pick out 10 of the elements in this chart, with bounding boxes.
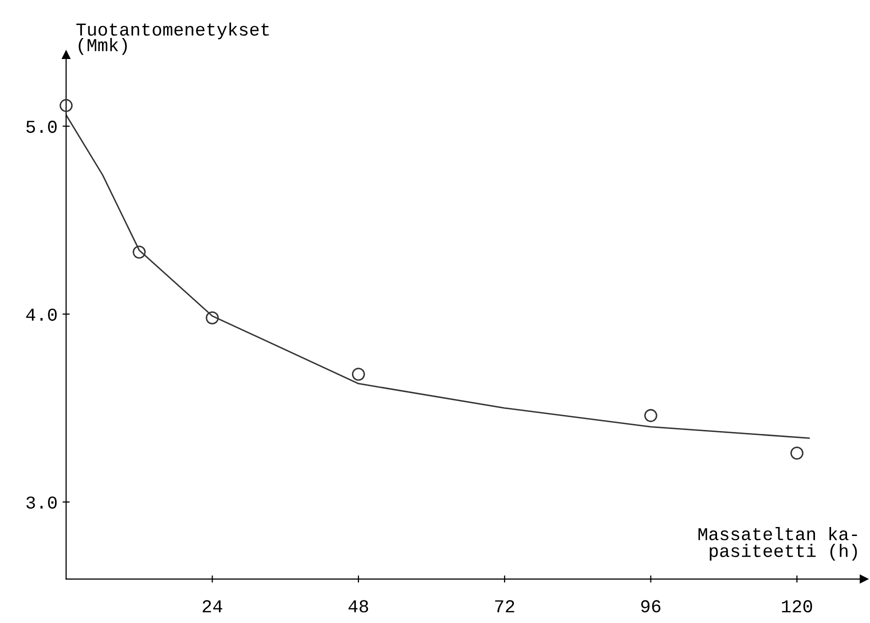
y-axis-title: Tuotantomenetykset (Mmk) — [76, 22, 269, 55]
x-tick-label: 96 — [641, 600, 660, 612]
x-tick-label: 120 — [782, 600, 812, 612]
y-tick-label: 3.0 — [26, 496, 57, 509]
x-tick-label: 24 — [202, 600, 222, 612]
y-tick-label: 4.0 — [26, 308, 57, 321]
x-tick-label: 48 — [348, 600, 368, 612]
y-tick-label: 5.0 — [26, 120, 57, 133]
x-axis-title: Massateltan ka- pasiteetti (h) — [698, 527, 857, 561]
x-tick-label: 72 — [495, 600, 514, 612]
